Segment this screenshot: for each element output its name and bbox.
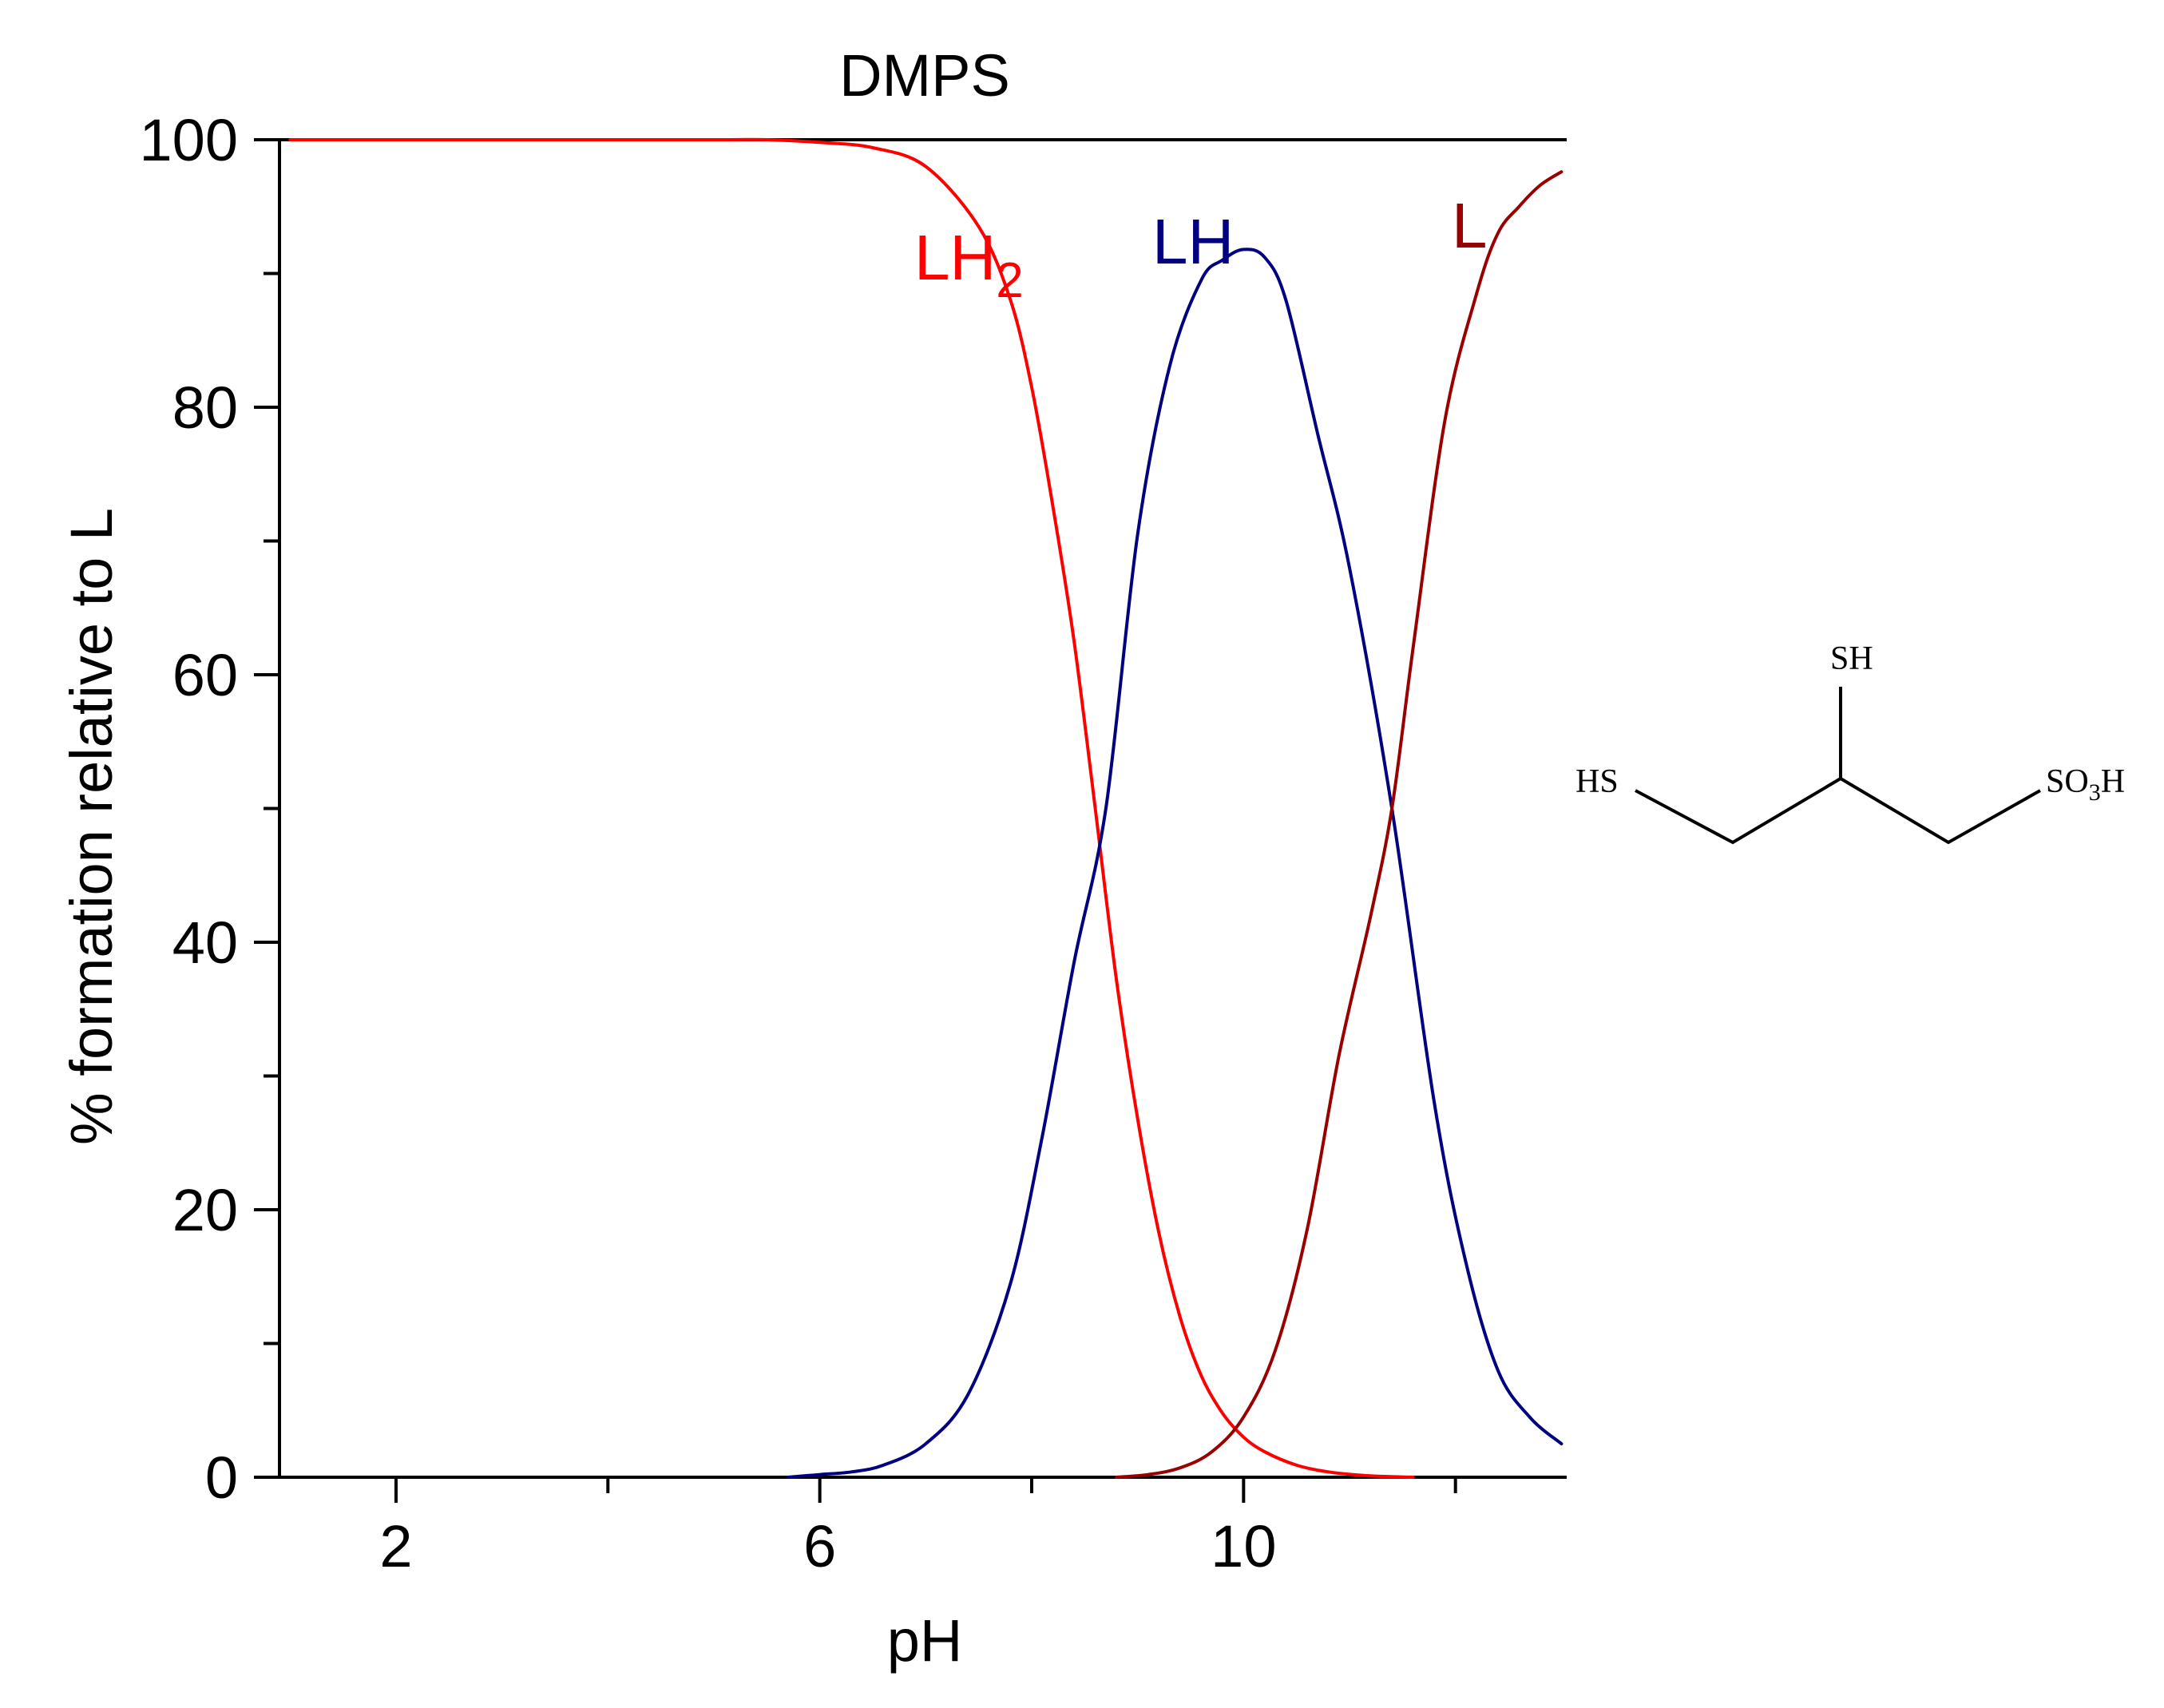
series-line-lh xyxy=(786,248,1564,1479)
structure-label-so3h: SO3H xyxy=(2046,763,2125,806)
series-lines xyxy=(288,137,1564,1479)
series-line-lh2 xyxy=(288,137,1415,1479)
series-label-lh2: LH2 xyxy=(914,222,1024,308)
series-label-lh: LH xyxy=(1152,206,1234,277)
y-tick-label: 80 xyxy=(172,374,238,441)
x-axis-label: pH xyxy=(887,1607,963,1674)
structure-label-sh: SH xyxy=(1830,640,1873,677)
x-tick-label: 6 xyxy=(803,1513,836,1579)
structure-label-hs: HS xyxy=(1575,763,1619,800)
x-tick-label: 2 xyxy=(379,1513,412,1579)
series-line-l xyxy=(1115,170,1564,1479)
axes xyxy=(278,138,1567,1479)
chemical-structure: HS SH SO3H xyxy=(1575,640,2125,845)
y-axis-label: % formation relative to L xyxy=(58,508,125,1145)
y-tick-label: 0 xyxy=(205,1444,238,1511)
chart-title: DMPS xyxy=(839,42,1010,109)
x-tick-label: 10 xyxy=(1211,1513,1276,1579)
y-tick-label: 40 xyxy=(172,909,238,976)
y-tick-label: 60 xyxy=(172,642,238,708)
ticks xyxy=(254,138,1457,1503)
series-label-l: L xyxy=(1452,190,1488,261)
y-tick-label: 100 xyxy=(140,107,238,173)
y-tick-label: 20 xyxy=(172,1177,238,1243)
structure-bonds xyxy=(1635,776,2041,845)
